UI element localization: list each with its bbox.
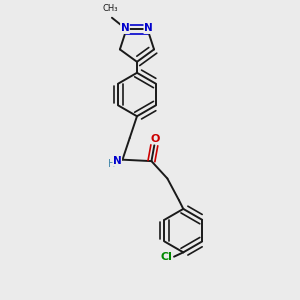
Text: H: H <box>108 159 115 169</box>
Text: N: N <box>121 23 129 34</box>
Text: CH₃: CH₃ <box>103 4 118 13</box>
Text: O: O <box>151 134 160 144</box>
Text: Cl: Cl <box>160 252 172 262</box>
Text: N: N <box>144 23 153 34</box>
Text: N: N <box>113 156 122 166</box>
